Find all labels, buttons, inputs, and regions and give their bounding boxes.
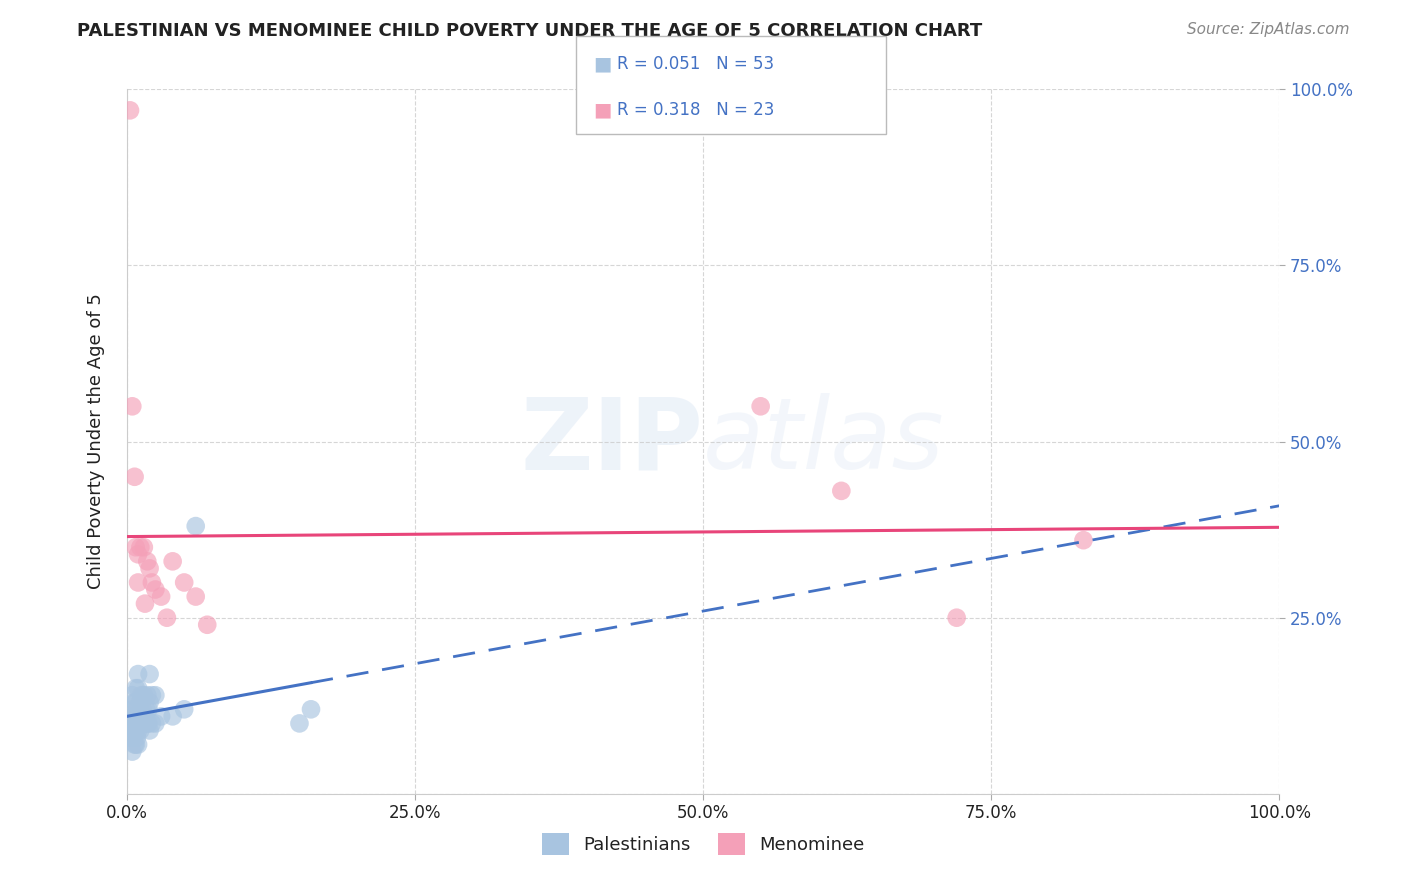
Point <box>121 731 143 745</box>
Point <box>121 745 143 759</box>
Point <box>122 723 145 738</box>
Point <box>173 575 195 590</box>
Point <box>134 709 156 723</box>
Text: atlas: atlas <box>703 393 945 490</box>
Point <box>129 541 152 555</box>
Point <box>156 610 179 624</box>
Point <box>299 702 322 716</box>
Point <box>945 610 967 624</box>
Point <box>132 688 155 702</box>
Point <box>121 399 143 413</box>
Point <box>184 590 207 604</box>
Point <box>127 681 149 696</box>
Point <box>162 554 184 568</box>
Point <box>124 723 146 738</box>
Point <box>131 716 153 731</box>
Point <box>124 709 146 723</box>
Point <box>121 702 143 716</box>
Point <box>120 731 142 745</box>
Text: PALESTINIAN VS MENOMINEE CHILD POVERTY UNDER THE AGE OF 5 CORRELATION CHART: PALESTINIAN VS MENOMINEE CHILD POVERTY U… <box>77 22 983 40</box>
Legend: Palestinians, Menominee: Palestinians, Menominee <box>534 826 872 863</box>
Point <box>134 597 156 611</box>
Point <box>132 541 155 555</box>
Point <box>136 688 159 702</box>
Point <box>138 667 160 681</box>
Point <box>125 738 148 752</box>
Point <box>131 702 153 716</box>
Point <box>195 617 218 632</box>
Point <box>138 723 160 738</box>
Point <box>131 688 153 702</box>
Point <box>135 702 157 716</box>
Point <box>288 716 311 731</box>
Point <box>145 716 166 731</box>
Point <box>136 554 159 568</box>
Point <box>132 716 155 731</box>
Y-axis label: Child Poverty Under the Age of 5: Child Poverty Under the Age of 5 <box>87 293 105 590</box>
Point <box>125 709 148 723</box>
Point <box>749 399 772 413</box>
Point <box>124 738 146 752</box>
Point <box>125 695 148 709</box>
Point <box>136 716 159 731</box>
Point <box>127 723 149 738</box>
Point <box>830 483 852 498</box>
Point <box>127 738 149 752</box>
Text: ZIP: ZIP <box>520 393 703 490</box>
Point <box>129 695 152 709</box>
Point <box>125 541 148 555</box>
Point <box>127 709 149 723</box>
Point <box>127 667 149 681</box>
Point <box>127 547 149 561</box>
Text: R = 0.318   N = 23: R = 0.318 N = 23 <box>617 101 775 119</box>
Text: ■: ■ <box>593 100 612 120</box>
Point <box>145 688 166 702</box>
Point <box>150 590 173 604</box>
Point <box>138 702 160 716</box>
Point <box>138 561 160 575</box>
Point <box>184 519 207 533</box>
Point <box>173 702 195 716</box>
Point <box>118 103 141 118</box>
Point <box>1073 533 1095 548</box>
Point <box>125 681 148 696</box>
Point <box>125 731 148 745</box>
Point <box>127 575 149 590</box>
Text: Source: ZipAtlas.com: Source: ZipAtlas.com <box>1187 22 1350 37</box>
Point <box>125 723 148 738</box>
Point <box>138 716 160 731</box>
Point <box>129 723 152 738</box>
Point <box>141 716 163 731</box>
Point <box>141 688 163 702</box>
Point <box>138 695 160 709</box>
Point <box>122 709 145 723</box>
Text: R = 0.051   N = 53: R = 0.051 N = 53 <box>617 55 775 73</box>
Point <box>118 716 141 731</box>
Point <box>121 688 143 702</box>
Point <box>125 716 148 731</box>
Point <box>145 582 166 597</box>
Point <box>121 716 143 731</box>
Point <box>124 695 146 709</box>
Point <box>131 716 153 731</box>
Point <box>162 709 184 723</box>
Point <box>124 469 146 483</box>
Point <box>141 575 163 590</box>
Point <box>125 702 148 716</box>
Point <box>150 709 173 723</box>
Text: ■: ■ <box>593 54 612 74</box>
